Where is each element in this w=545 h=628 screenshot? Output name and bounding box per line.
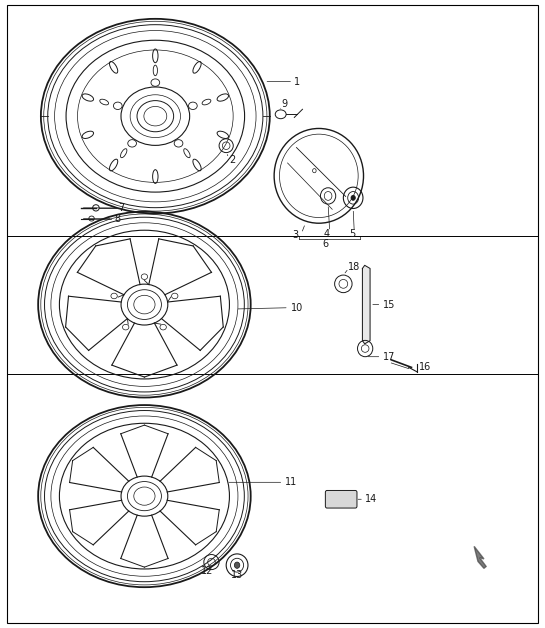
Text: 1: 1 bbox=[294, 77, 300, 87]
Text: 8: 8 bbox=[114, 214, 120, 224]
Text: 10: 10 bbox=[290, 303, 302, 313]
Text: 12: 12 bbox=[201, 566, 213, 577]
Text: 4: 4 bbox=[324, 229, 330, 239]
Text: 18: 18 bbox=[348, 262, 360, 272]
Text: 16: 16 bbox=[419, 362, 431, 372]
Text: 11: 11 bbox=[285, 477, 297, 487]
Text: 7: 7 bbox=[118, 203, 124, 213]
Text: 2: 2 bbox=[229, 155, 235, 165]
Text: 3: 3 bbox=[293, 230, 299, 240]
FancyBboxPatch shape bbox=[325, 490, 357, 508]
Text: 6: 6 bbox=[323, 239, 329, 249]
Text: 9: 9 bbox=[281, 99, 287, 109]
Text: 13: 13 bbox=[231, 570, 243, 580]
Polygon shape bbox=[474, 546, 486, 568]
Polygon shape bbox=[362, 265, 370, 344]
Ellipse shape bbox=[234, 562, 240, 568]
Text: 14: 14 bbox=[365, 494, 377, 504]
Text: 15: 15 bbox=[383, 300, 396, 310]
Ellipse shape bbox=[351, 195, 355, 200]
Text: 17: 17 bbox=[383, 352, 396, 362]
Text: 5: 5 bbox=[349, 229, 355, 239]
